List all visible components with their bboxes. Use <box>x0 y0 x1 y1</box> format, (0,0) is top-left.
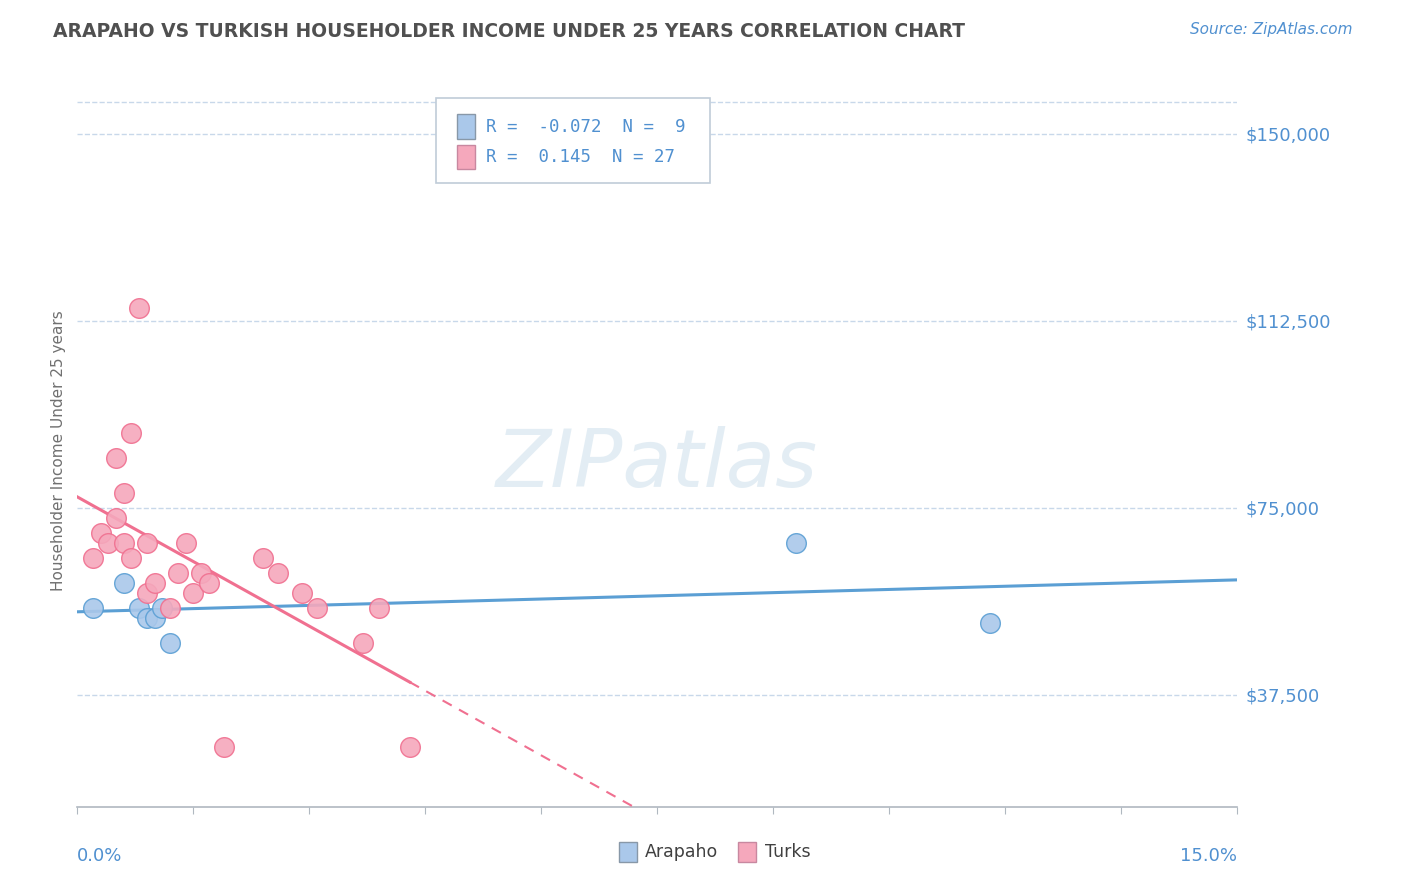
Point <box>166 566 188 580</box>
Point <box>368 600 391 615</box>
Point <box>143 575 166 590</box>
Y-axis label: Householder Income Under 25 years: Householder Income Under 25 years <box>51 310 66 591</box>
Point <box>97 535 120 549</box>
Point <box>190 566 212 580</box>
Text: Turks: Turks <box>765 843 810 861</box>
Point <box>174 535 197 549</box>
Point <box>121 550 143 565</box>
Point <box>112 486 135 500</box>
Point <box>979 615 1001 630</box>
Point <box>82 550 104 565</box>
Point <box>183 585 205 599</box>
Point <box>197 575 219 590</box>
Point <box>128 600 150 615</box>
Point <box>105 511 127 525</box>
Point <box>159 635 181 649</box>
Text: ARAPAHO VS TURKISH HOUSEHOLDER INCOME UNDER 25 YEARS CORRELATION CHART: ARAPAHO VS TURKISH HOUSEHOLDER INCOME UN… <box>53 22 966 41</box>
Point <box>214 740 236 755</box>
Point <box>159 600 181 615</box>
Point <box>128 301 150 316</box>
Point <box>112 535 135 549</box>
Text: 0.0%: 0.0% <box>77 847 122 864</box>
Point <box>90 525 111 540</box>
Point <box>136 535 159 549</box>
Point <box>136 610 159 624</box>
Point <box>105 450 127 465</box>
Text: 15.0%: 15.0% <box>1180 847 1237 864</box>
Point <box>82 600 104 615</box>
Point <box>112 575 135 590</box>
Text: Source: ZipAtlas.com: Source: ZipAtlas.com <box>1189 22 1353 37</box>
Text: R =  -0.072  N =  9: R = -0.072 N = 9 <box>486 118 686 136</box>
Point <box>267 566 290 580</box>
Point <box>399 740 422 755</box>
Point <box>152 600 174 615</box>
Point <box>291 585 314 599</box>
Text: Arapaho: Arapaho <box>645 843 718 861</box>
Point <box>786 535 808 549</box>
Point <box>143 610 166 624</box>
Text: R =  0.145  N = 27: R = 0.145 N = 27 <box>486 148 675 166</box>
Point <box>352 635 374 649</box>
Point <box>136 585 159 599</box>
Point <box>307 600 329 615</box>
Text: ZIPatlas: ZIPatlas <box>496 425 818 504</box>
Point <box>121 425 143 440</box>
Point <box>252 550 274 565</box>
